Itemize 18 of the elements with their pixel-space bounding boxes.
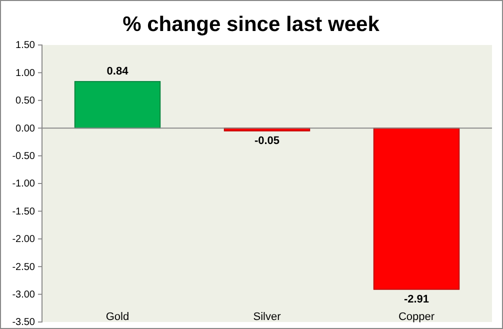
y-tick-label: -2.50: [12, 262, 36, 273]
x-tick-label: Gold: [106, 311, 130, 323]
y-tick-label: -0.50: [12, 151, 36, 162]
x-tick-label: Copper: [398, 311, 435, 323]
y-tick-label: 0.50: [16, 96, 36, 107]
y-tick-label: -2.00: [12, 234, 36, 246]
y-tick-label: 1.00: [16, 68, 36, 79]
y-tick-label: -3.50: [12, 317, 36, 328]
y-tick-label: 0.00: [16, 123, 36, 134]
y-tick-label: 1.50: [16, 40, 36, 52]
y-tick-label: -1.50: [12, 206, 36, 218]
data-label: -0.05: [254, 134, 280, 147]
chart-title: % change since last week: [122, 13, 380, 36]
y-tick-label: -1.00: [12, 178, 36, 190]
data-label: 0.84: [106, 66, 130, 78]
x-tick-label: Silver: [253, 311, 282, 323]
y-tick-label: -3.00: [12, 290, 36, 300]
data-label: -2.91: [404, 293, 430, 306]
